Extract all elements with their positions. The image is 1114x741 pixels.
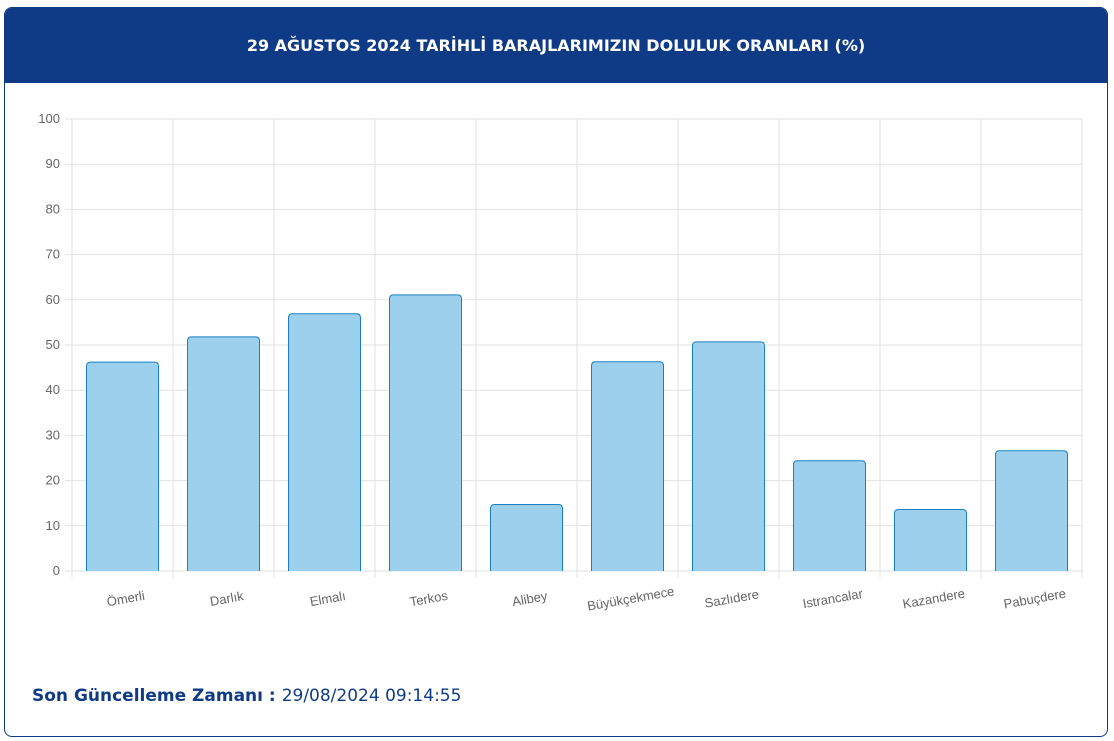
bar <box>288 313 361 571</box>
x-tick-label: Alibey <box>511 588 549 609</box>
y-tick-label: 10 <box>46 518 60 533</box>
bar <box>894 509 967 571</box>
footer: Son Güncelleme Zamanı :29/08/2024 09:14:… <box>32 686 461 706</box>
bar <box>86 361 159 571</box>
chart-title: 29 AĞUSTOS 2024 TARİHLİ BARAJLARIMIZIN D… <box>5 8 1107 83</box>
x-tick-label: Darlık <box>209 588 246 609</box>
y-tick-label: 20 <box>46 473 60 488</box>
card: 29 AĞUSTOS 2024 TARİHLİ BARAJLARIMIZIN D… <box>4 7 1108 737</box>
bar <box>490 504 563 571</box>
y-tick-label: 60 <box>46 292 60 307</box>
bar <box>793 460 866 571</box>
y-tick-label: 100 <box>38 111 60 126</box>
x-tick-label: Sazlıdere <box>703 586 760 610</box>
x-tick-label: Pabuçdere <box>1002 586 1067 612</box>
x-tick-label: Istrancalar <box>802 586 865 611</box>
y-tick-label: 80 <box>46 201 60 216</box>
footer-label: Son Güncelleme Zamanı : <box>32 686 276 706</box>
y-tick-label: 50 <box>46 337 60 352</box>
footer-value: 29/08/2024 09:14:55 <box>281 686 462 706</box>
x-tick-label: Elmalı <box>309 588 347 609</box>
x-tick-label: Kazandere <box>901 586 966 612</box>
bar <box>187 336 260 571</box>
y-tick-label: 40 <box>46 382 60 397</box>
bar <box>389 294 462 571</box>
bar <box>591 361 664 571</box>
x-tick-label: Büyükçekmece <box>586 584 675 614</box>
y-tick-label: 30 <box>46 427 60 442</box>
x-tick-label: Terkos <box>409 588 450 610</box>
y-tick-label: 0 <box>53 563 60 578</box>
y-tick-label: 70 <box>46 247 60 262</box>
y-tick-label: 90 <box>46 156 60 171</box>
bar <box>692 341 765 571</box>
bar <box>995 450 1068 571</box>
x-tick-label: Ömerli <box>106 588 146 609</box>
